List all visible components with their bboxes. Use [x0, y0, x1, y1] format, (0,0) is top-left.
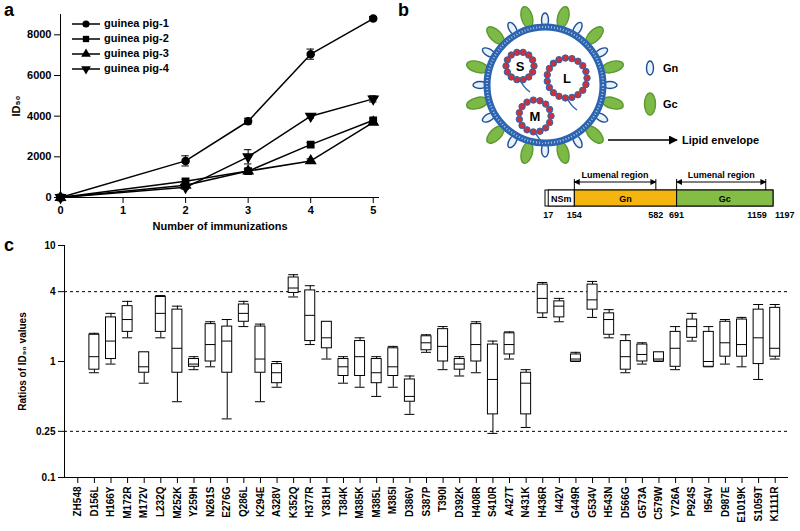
svg-text:I442V: I442V	[554, 486, 565, 512]
svg-text:K294E: K294E	[255, 486, 266, 517]
svg-text:A427T: A427T	[504, 487, 515, 517]
svg-text:1: 1	[50, 356, 56, 367]
svg-text:M385L: M385L	[371, 487, 382, 518]
svg-text:M172V: M172V	[138, 486, 149, 518]
html-text:b: b	[398, 0, 409, 20]
svg-text:M172R: M172R	[122, 486, 133, 519]
svg-text:S1059T: S1059T	[753, 487, 764, 522]
svg-text:L232Q: L232Q	[155, 486, 166, 517]
svg-text:S410R: S410R	[487, 486, 498, 517]
svg-text:A328V: A328V	[271, 486, 282, 517]
html-text:c: c	[4, 235, 14, 255]
svg-text:Gc: Gc	[663, 98, 678, 110]
svg-text:1197: 1197	[775, 210, 795, 220]
svg-text:NSm: NSm	[551, 194, 572, 204]
svg-text:H377R: H377R	[304, 486, 315, 518]
svg-text:Ratios of ID₉₀ values: Ratios of ID₉₀ values	[17, 312, 28, 411]
svg-text:1: 1	[120, 204, 126, 216]
svg-text:P924S: P924S	[686, 486, 697, 516]
svg-text:4: 4	[308, 204, 315, 216]
svg-text:G573A: G573A	[637, 487, 648, 519]
svg-text:2: 2	[183, 204, 189, 216]
svg-text:M385I: M385I	[387, 486, 398, 514]
svg-text:G534V: G534V	[587, 486, 598, 517]
svg-text:0.25: 0.25	[36, 426, 56, 437]
svg-text:N431K: N431K	[520, 486, 531, 518]
html-text:guinea pig-3: guinea pig-3	[104, 47, 169, 59]
svg-text:G449R: G449R	[570, 486, 581, 518]
svg-text:K1111R: K1111R	[769, 486, 780, 522]
svg-text:D987E: D987E	[720, 486, 731, 517]
svg-text:D392K: D392K	[454, 486, 465, 518]
svg-text:8000: 8000	[27, 28, 51, 40]
svg-text:ZH548: ZH548	[72, 486, 83, 516]
svg-text:Y381H: Y381H	[321, 487, 332, 518]
html-text:guinea pig-4: guinea pig-4	[104, 62, 169, 74]
svg-text:Lipid envelope: Lipid envelope	[682, 134, 759, 146]
svg-text:C579W: C579W	[653, 486, 664, 520]
svg-text:17: 17	[543, 210, 553, 220]
svg-text:Y259H: Y259H	[188, 487, 199, 518]
svg-text:M: M	[530, 109, 541, 124]
svg-text:K352Q: K352Q	[288, 486, 299, 518]
svg-text:5: 5	[370, 204, 376, 216]
svg-text:0: 0	[45, 191, 51, 203]
svg-text:0.1: 0.1	[42, 472, 56, 483]
svg-text:154: 154	[567, 210, 582, 220]
svg-text:H166Y: H166Y	[105, 486, 116, 517]
svg-text:3: 3	[245, 204, 251, 216]
svg-text:D566G: D566G	[620, 486, 631, 518]
svg-text:D386V: D386V	[404, 486, 415, 517]
svg-text:M252K: M252K	[172, 486, 183, 519]
html-text:guinea pig-2: guinea pig-2	[104, 32, 169, 44]
svg-text:S387P: S387P	[421, 486, 432, 516]
svg-text:D156L: D156L	[89, 487, 100, 517]
svg-text:I954V: I954V	[703, 486, 714, 512]
html-text:guinea pig-1: guinea pig-1	[104, 17, 169, 29]
svg-text:4000: 4000	[27, 110, 51, 122]
svg-text:T390I: T390I	[437, 486, 448, 512]
svg-text:H543N: H543N	[603, 487, 614, 518]
svg-text:6000: 6000	[27, 69, 51, 81]
svg-text:Gc: Gc	[719, 194, 731, 204]
svg-text:H408R: H408R	[471, 486, 482, 518]
svg-text:2000: 2000	[27, 150, 51, 162]
html-text:a: a	[4, 0, 14, 20]
svg-text:1159: 1159	[747, 210, 767, 220]
svg-text:E1019K: E1019K	[736, 486, 747, 523]
svg-text:ID₅₀: ID₅₀	[10, 95, 22, 116]
svg-text:Gn: Gn	[619, 194, 632, 204]
svg-text:10: 10	[44, 240, 56, 251]
svg-text:M385K: M385K	[354, 486, 365, 519]
svg-text:Number of immunizations: Number of immunizations	[152, 220, 287, 232]
svg-text:Y726A: Y726A	[670, 487, 681, 518]
svg-text:4: 4	[50, 286, 56, 297]
svg-text:E276G: E276G	[221, 486, 232, 517]
svg-text:Lumenal region: Lumenal region	[688, 170, 755, 180]
svg-text:T384K: T384K	[338, 486, 349, 517]
svg-text:582: 582	[648, 210, 663, 220]
svg-text:Gn: Gn	[663, 62, 679, 74]
svg-text:Q286L: Q286L	[238, 487, 249, 518]
svg-text:L: L	[563, 71, 571, 86]
svg-text:S: S	[516, 59, 525, 74]
svg-text:N261S: N261S	[205, 486, 216, 517]
svg-text:691: 691	[669, 210, 684, 220]
svg-text:H436R: H436R	[537, 486, 548, 518]
svg-text:0: 0	[57, 204, 63, 216]
svg-text:Lumenal region: Lumenal region	[582, 170, 649, 180]
